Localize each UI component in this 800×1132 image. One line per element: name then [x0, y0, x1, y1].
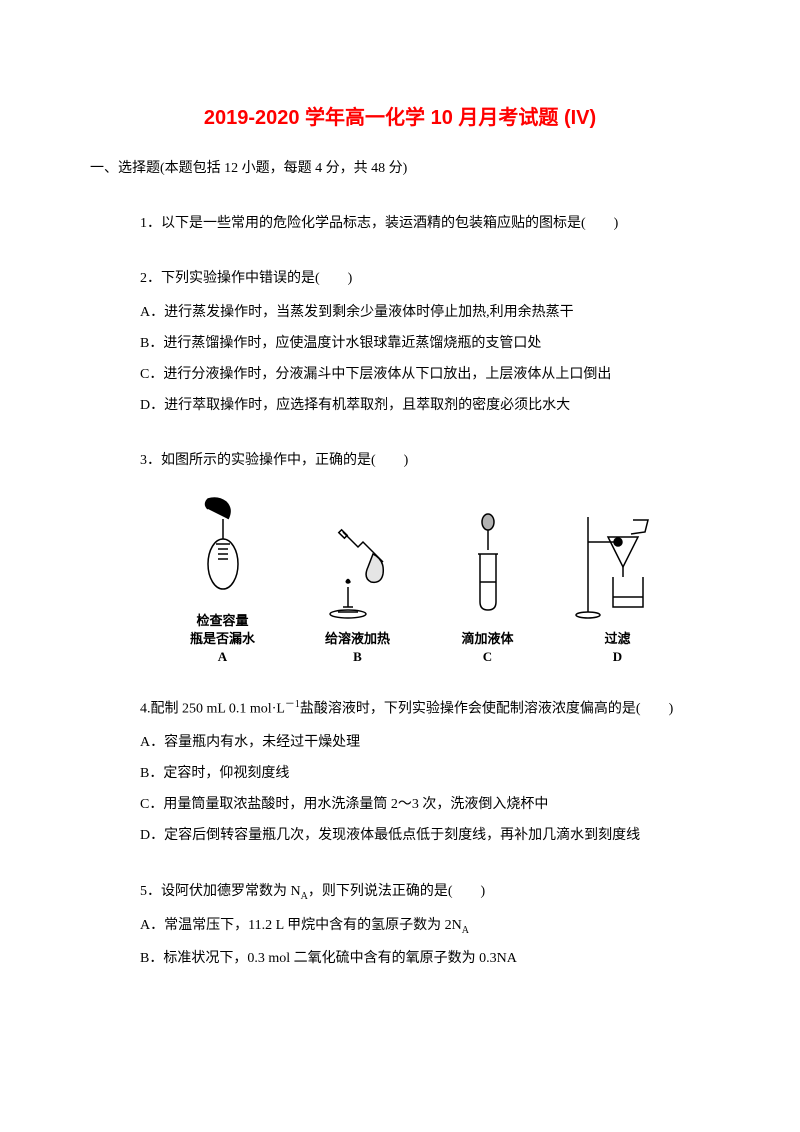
question-4: 4.配制 250 mL 0.1 mol·L－1盐酸溶液时，下列实验操作会使配制溶… [140, 696, 710, 849]
fig-b-caption: 给溶液加热 [325, 630, 390, 648]
question-3: 3．如图所示的实验操作中，正确的是( ) 检查容量 瓶是否漏水 A [140, 448, 710, 666]
fig-a-label: A [190, 648, 255, 666]
q4-option-d: D．定容后倒转容量瓶几次，发现液体最低点低于刻度线，再补加几滴水到刻度线 [140, 823, 710, 848]
q2-text: 2．下列实验操作中错误的是( ) [140, 266, 710, 291]
fig-a-caption-1: 检查容量 [190, 612, 255, 630]
exam-title: 2019-2020 学年高一化学 10 月月考试题 (IV) [90, 100, 710, 136]
q4-option-b: B．定容时，仰视刻度线 [140, 761, 710, 786]
q2-option-a: A．进行蒸发操作时，当蒸发到剩余少量液体时停止加热,利用余热蒸干 [140, 300, 710, 325]
q5-text: 5．设阿伏加德罗常数为 NA，则下列说法正确的是( ) [140, 879, 710, 906]
flask-check-icon [188, 494, 258, 604]
fig-c-label: C [461, 648, 513, 666]
q1-text: 1．以下是一些常用的危险化学品标志，装运酒精的包装箱应贴的图标是( ) [140, 211, 710, 236]
question-2: 2．下列实验操作中错误的是( ) A．进行蒸发操作时，当蒸发到剩余少量液体时停止… [140, 266, 710, 418]
filter-icon [573, 512, 663, 622]
q5-option-b: B．标准状况下，0.3 mol 二氧化硫中含有的氧原子数为 0.3NA [140, 946, 710, 971]
figure-c: 滴加液体 C [458, 512, 518, 666]
fig-d-label: D [604, 648, 630, 666]
q4-option-a: A．容量瓶内有水，未经过干燥处理 [140, 730, 710, 755]
question-1: 1．以下是一些常用的危险化学品标志，装运酒精的包装箱应贴的图标是( ) [140, 211, 710, 236]
fig-d-caption: 过滤 [604, 630, 630, 648]
figure-b: 给溶液加热 B [313, 512, 403, 666]
q4-text: 4.配制 250 mL 0.1 mol·L－1盐酸溶液时，下列实验操作会使配制溶… [140, 696, 710, 722]
question-5: 5．设阿伏加德罗常数为 NA，则下列说法正确的是( ) A．常温常压下，11.2… [140, 879, 710, 972]
fig-b-label: B [325, 648, 390, 666]
fig-a-caption-2: 瓶是否漏水 [190, 630, 255, 648]
section-header: 一、选择题(本题包括 12 小题，每题 4 分，共 48 分) [90, 156, 710, 181]
heating-icon [313, 512, 403, 622]
q3-figures: 检查容量 瓶是否漏水 A 给溶液加热 B [140, 494, 710, 667]
figure-a: 检查容量 瓶是否漏水 A [188, 494, 258, 667]
q4-option-c: C．用量筒量取浓盐酸时，用水洗涤量筒 2～3 次，洗液倒入烧杯中 [140, 792, 710, 817]
q2-option-b: B．进行蒸馏操作时，应使温度计水银球靠近蒸馏烧瓶的支管口处 [140, 331, 710, 356]
q3-text: 3．如图所示的实验操作中，正确的是( ) [140, 448, 710, 473]
fig-c-caption: 滴加液体 [461, 630, 513, 648]
q2-option-c: C．进行分液操作时，分液漏斗中下层液体从下口放出，上层液体从上口倒出 [140, 362, 710, 387]
q5-option-a: A．常温常压下，11.2 L 甲烷中含有的氢原子数为 2NA [140, 913, 710, 940]
dropper-icon [458, 512, 518, 622]
figure-d: 过滤 D [573, 512, 663, 666]
q2-option-d: D．进行萃取操作时，应选择有机萃取剂，且萃取剂的密度必须比水大 [140, 393, 710, 418]
